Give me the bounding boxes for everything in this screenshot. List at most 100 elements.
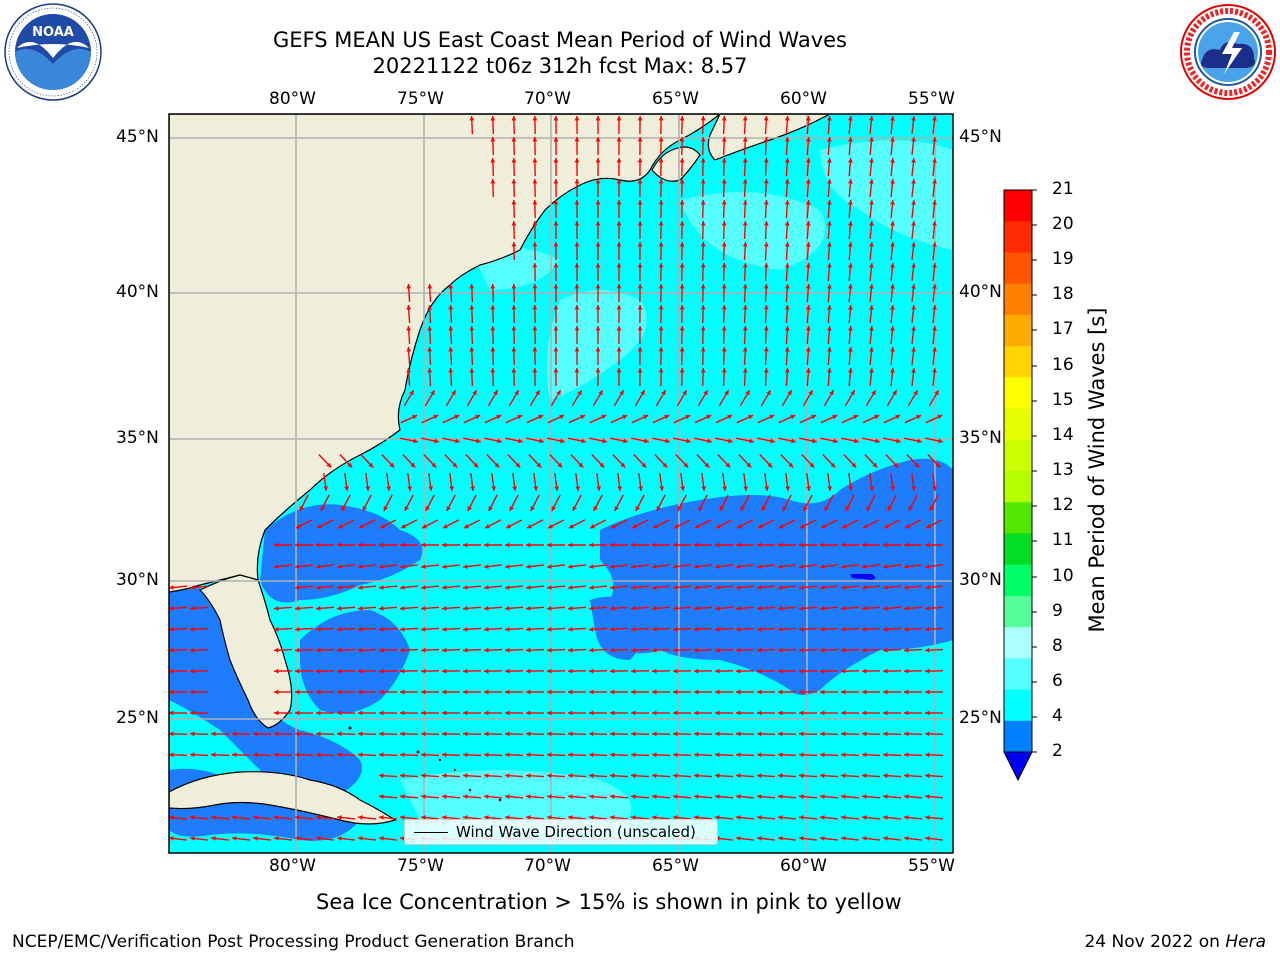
wave-direction-arrowhead xyxy=(701,486,706,491)
wave-direction-arrowhead xyxy=(610,585,615,590)
wave-direction-arrowhead xyxy=(736,564,741,569)
lat-left-label: 30°N xyxy=(116,570,159,590)
wave-direction-arrowhead xyxy=(595,284,601,289)
wave-direction-arrowhead xyxy=(274,710,279,716)
wave-direction-arrowhead xyxy=(211,836,216,841)
wave-direction-arrowhead xyxy=(274,752,279,758)
wave-direction-arrowhead xyxy=(841,668,846,674)
wave-direction-arrowhead xyxy=(784,116,790,121)
wave-direction-arrowhead xyxy=(190,731,195,737)
wave-direction-arrowhead xyxy=(631,606,636,611)
wave-direction-arrowhead xyxy=(526,585,531,590)
wave-direction-arrowhead xyxy=(721,368,727,373)
wave-direction-arrowhead xyxy=(892,390,897,396)
wave-direction-arrowhead xyxy=(316,731,321,737)
wave-direction-arrowhead xyxy=(673,542,678,548)
wave-direction-arrowhead xyxy=(421,731,426,737)
wave-direction-arrowhead xyxy=(526,689,531,695)
wave-direction-arrowhead xyxy=(827,221,832,226)
wave-direction-arrowhead xyxy=(610,564,615,569)
wave-direction-arrowhead xyxy=(409,390,414,396)
wave-direction-arrowhead xyxy=(842,524,847,529)
wave-direction-arrowhead xyxy=(515,462,521,468)
wave-direction-arrowhead xyxy=(316,626,321,632)
wave-direction-arrowhead xyxy=(616,305,622,310)
wave-direction-arrowhead xyxy=(568,773,573,779)
wave-direction-arrowhead xyxy=(553,242,559,247)
wave-direction-arrowhead xyxy=(253,752,258,758)
wave-direction-arrowhead xyxy=(553,116,559,121)
wave-direction-arrowhead xyxy=(721,347,727,352)
wave-direction-arrowhead xyxy=(904,585,909,590)
wave-direction-arrowhead xyxy=(640,390,645,396)
wave-direction-arrowhead xyxy=(421,585,426,590)
wave-direction-arrowhead xyxy=(827,347,832,352)
wave-direction-arrowhead xyxy=(616,116,622,121)
wave-direction-arrowhead xyxy=(337,647,342,653)
wave-direction-arrowhead xyxy=(442,606,447,611)
wave-direction-arrowhead xyxy=(764,486,769,491)
wave-direction-arrowhead xyxy=(904,542,909,548)
wave-direction-arrowhead xyxy=(652,752,657,758)
wave-direction-arrowhead xyxy=(505,668,510,674)
wave-direction-arrowhead xyxy=(616,368,622,373)
wave-direction-arrowhead xyxy=(694,564,699,569)
wave-direction-arrowhead xyxy=(679,263,685,268)
wave-direction-arrowhead xyxy=(799,647,804,653)
wave-direction-arrowhead xyxy=(848,263,853,268)
wave-direction-arrowhead xyxy=(763,221,769,226)
wave-direction-arrowhead xyxy=(925,815,930,820)
wave-direction-arrowhead xyxy=(757,815,762,820)
wave-direction-arrowhead xyxy=(778,647,783,653)
wave-direction-arrowhead xyxy=(211,731,216,737)
wave-direction-arrowhead xyxy=(358,815,363,820)
wave-direction-arrowhead xyxy=(400,836,405,841)
wave-direction-arrowhead xyxy=(451,390,456,396)
wave-direction-arrowhead xyxy=(805,137,811,142)
wave-direction-arrowhead xyxy=(911,158,916,163)
lon-bottom-label: 60°W xyxy=(780,856,827,876)
wave-direction-arrowhead xyxy=(799,836,804,841)
lon-top-label: 70°W xyxy=(524,89,571,109)
wave-direction-arrowhead xyxy=(833,438,838,444)
wave-direction-arrowhead xyxy=(706,414,712,420)
wave-direction-arrowhead xyxy=(805,263,811,268)
wave-direction-arrowhead xyxy=(694,606,699,611)
wave-direction-arrowhead xyxy=(745,390,750,396)
wave-direction-arrowhead xyxy=(683,462,689,468)
colorbar-tick-label: 15 xyxy=(1052,390,1074,410)
wave-direction-arrowhead xyxy=(770,438,775,444)
wave-direction-arrowhead xyxy=(362,506,367,511)
wave-direction-arrowhead xyxy=(784,137,790,142)
wave-direction-arrowhead xyxy=(169,626,174,632)
wave-direction-arrowhead xyxy=(715,668,720,674)
extend-blue-patch xyxy=(850,574,876,580)
wave-direction-arrowhead xyxy=(799,773,804,779)
wave-direction-arrowhead xyxy=(778,585,783,590)
lon-top-label: 75°W xyxy=(397,89,444,109)
wave-direction-arrowhead xyxy=(574,137,580,142)
wave-direction-arrowhead xyxy=(679,347,685,352)
wave-direction-arrowhead xyxy=(421,647,426,653)
wave-direction-arrowhead xyxy=(694,647,699,653)
wave-direction-arrowhead xyxy=(679,179,685,184)
wave-direction-arrowhead xyxy=(883,836,888,841)
wave-direction-arrowhead xyxy=(295,752,300,758)
colorbar-segment xyxy=(1004,283,1032,316)
colorbar-segment xyxy=(1004,252,1032,285)
wave-direction-arrowhead xyxy=(526,626,531,632)
wave-direction-arrowhead xyxy=(904,752,909,758)
map-frame xyxy=(168,113,954,854)
wave-direction-arrowhead xyxy=(425,506,430,511)
wave-direction-arrowhead xyxy=(664,414,670,420)
wave-direction-arrowhead xyxy=(337,626,342,632)
wave-direction-arrowhead xyxy=(848,347,853,352)
wave-direction-arrowhead xyxy=(427,368,433,373)
wave-direction-arrowhead xyxy=(505,773,510,779)
wave-direction-arrowhead xyxy=(316,564,321,569)
wave-direction-arrowhead xyxy=(637,326,643,331)
wave-direction-arrowhead xyxy=(736,585,741,590)
wave-direction-arrowhead xyxy=(610,606,615,611)
wave-direction-arrowhead xyxy=(763,368,769,373)
